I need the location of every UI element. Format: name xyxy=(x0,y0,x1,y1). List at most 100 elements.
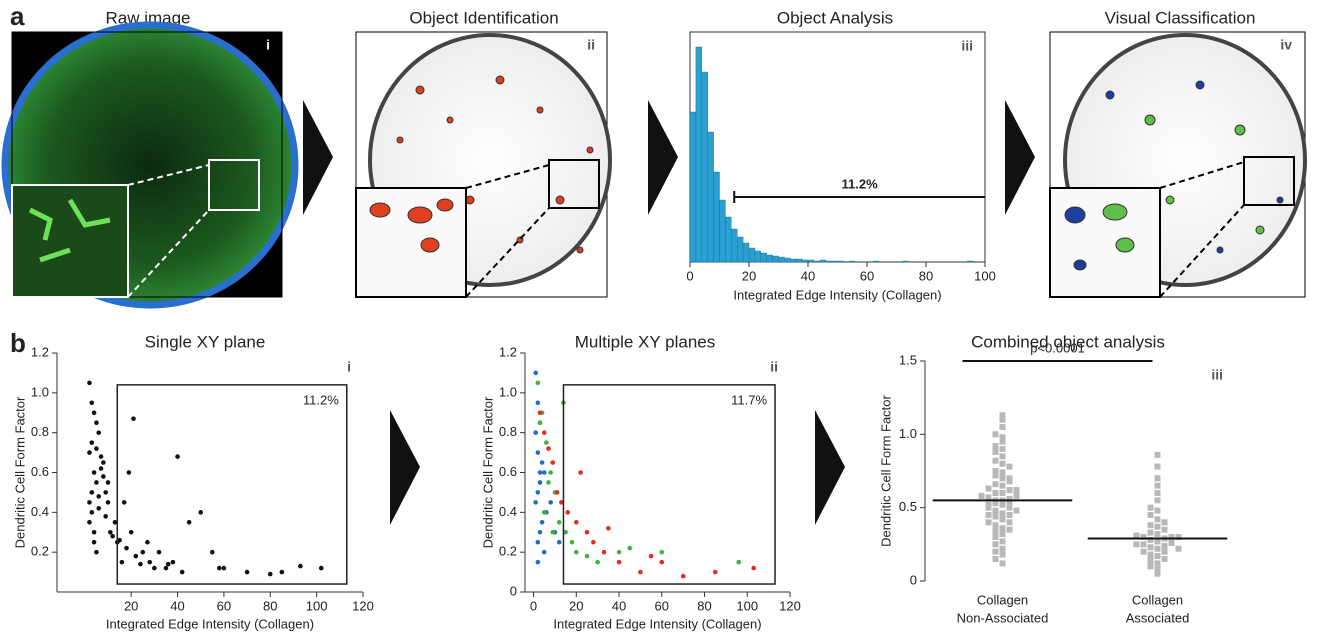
data-point xyxy=(992,472,999,479)
data-point xyxy=(1154,507,1161,514)
data-point xyxy=(659,549,665,555)
zoom-box xyxy=(548,159,600,209)
y-tick-label: 1.2 xyxy=(31,344,49,359)
data-point xyxy=(1154,490,1161,496)
data-point xyxy=(101,460,106,465)
y-tick-label: 1.0 xyxy=(31,384,49,399)
data-point xyxy=(117,537,122,543)
panel-numeral: i xyxy=(266,37,270,53)
plot-frame xyxy=(689,31,986,263)
histogram-bar xyxy=(742,242,750,263)
histogram-bar xyxy=(778,256,785,263)
data-point xyxy=(548,470,553,475)
data-point xyxy=(1154,482,1161,489)
data-point xyxy=(210,549,215,555)
data-point xyxy=(999,538,1006,545)
data-point xyxy=(556,519,562,525)
data-point xyxy=(94,420,99,426)
data-point xyxy=(91,529,97,535)
data-point xyxy=(170,559,176,565)
data-point xyxy=(992,448,999,455)
y-tick-label: 0 xyxy=(910,572,917,587)
histogram-bar xyxy=(760,252,767,263)
data-point xyxy=(1154,516,1161,523)
data-point xyxy=(992,481,999,488)
y-tick-label: 0.4 xyxy=(499,504,517,519)
data-point xyxy=(606,525,611,531)
y-tick-label: 0.6 xyxy=(31,464,49,479)
y-tick-label: 0.5 xyxy=(899,499,917,514)
data-point xyxy=(1161,542,1168,549)
gate xyxy=(562,384,776,585)
data-point xyxy=(138,561,143,567)
data-point xyxy=(537,529,543,535)
image-title: Object Identification xyxy=(409,8,558,27)
x-tick-label: 0 xyxy=(686,268,693,283)
data-point xyxy=(537,420,543,426)
data-point xyxy=(1133,541,1140,548)
histogram-bar xyxy=(796,258,803,263)
zoom-line xyxy=(465,164,550,189)
x-tick-label: 20 xyxy=(124,598,138,613)
zoom-line xyxy=(1159,161,1245,189)
data-point xyxy=(999,434,1006,441)
data-point xyxy=(1147,563,1154,570)
data-point xyxy=(267,571,273,577)
data-point xyxy=(91,539,97,545)
inset xyxy=(1049,187,1161,298)
data-point xyxy=(105,480,111,485)
data-point xyxy=(87,380,92,386)
x-tick-label: 40 xyxy=(801,268,815,283)
data-point xyxy=(175,454,180,459)
data-point xyxy=(156,549,162,555)
data-point xyxy=(999,453,1006,460)
histogram-bar xyxy=(872,260,880,263)
data-point xyxy=(1147,557,1154,564)
data-point xyxy=(985,494,992,501)
data-point xyxy=(1154,553,1161,560)
arrow xyxy=(303,100,333,215)
data-point xyxy=(559,500,564,505)
data-point xyxy=(103,490,108,495)
x-tick-label: 100 xyxy=(306,598,328,613)
panel-label: b xyxy=(10,328,26,358)
arrow xyxy=(1005,100,1035,215)
data-point xyxy=(1006,495,1013,502)
y-tick-label: 0.2 xyxy=(31,544,49,559)
data-point xyxy=(992,541,999,548)
data-point xyxy=(992,431,999,438)
gate-label: 11.7% xyxy=(731,392,767,407)
data-point xyxy=(985,501,992,508)
data-point xyxy=(198,510,204,515)
panel-numeral: ii xyxy=(587,37,595,53)
data-point xyxy=(573,549,579,555)
data-point xyxy=(595,559,600,565)
data-point xyxy=(1154,531,1161,538)
zoom-box xyxy=(1243,156,1295,206)
data-point xyxy=(108,529,113,535)
data-point xyxy=(126,470,132,475)
data-point xyxy=(110,533,115,539)
data-point xyxy=(91,410,97,416)
data-point xyxy=(999,510,1006,517)
x-tick-label: 40 xyxy=(612,598,626,613)
objects xyxy=(1105,80,1284,254)
gate xyxy=(116,384,348,585)
y-tick-label: 0.8 xyxy=(499,424,517,439)
data-point xyxy=(544,440,549,445)
histogram-bar xyxy=(772,255,779,263)
data-point xyxy=(573,519,579,525)
data-point xyxy=(1140,548,1147,555)
data-point xyxy=(1147,544,1154,551)
data-point xyxy=(638,569,643,575)
data-point xyxy=(298,563,303,569)
histogram-bar xyxy=(754,250,762,263)
data-point xyxy=(1175,534,1182,540)
data-point xyxy=(1013,507,1020,514)
data-point xyxy=(999,460,1006,467)
data-point xyxy=(601,549,607,555)
data-point xyxy=(541,430,547,435)
data-point xyxy=(992,468,999,474)
data-point xyxy=(1006,487,1013,494)
x-tick-label: 20 xyxy=(569,598,583,613)
